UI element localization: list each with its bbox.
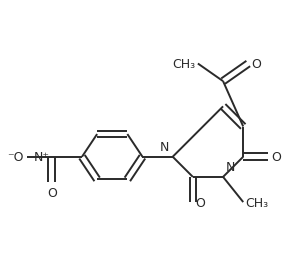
- Text: N: N: [226, 161, 235, 173]
- Text: CH₃: CH₃: [172, 58, 195, 71]
- Text: O: O: [47, 186, 57, 199]
- Text: O: O: [195, 196, 205, 209]
- Text: N⁺: N⁺: [33, 151, 49, 164]
- Text: ⁻O: ⁻O: [8, 151, 24, 164]
- Text: O: O: [251, 58, 261, 71]
- Text: N: N: [160, 140, 169, 153]
- Text: CH₃: CH₃: [246, 196, 269, 209]
- Text: O: O: [271, 151, 281, 164]
